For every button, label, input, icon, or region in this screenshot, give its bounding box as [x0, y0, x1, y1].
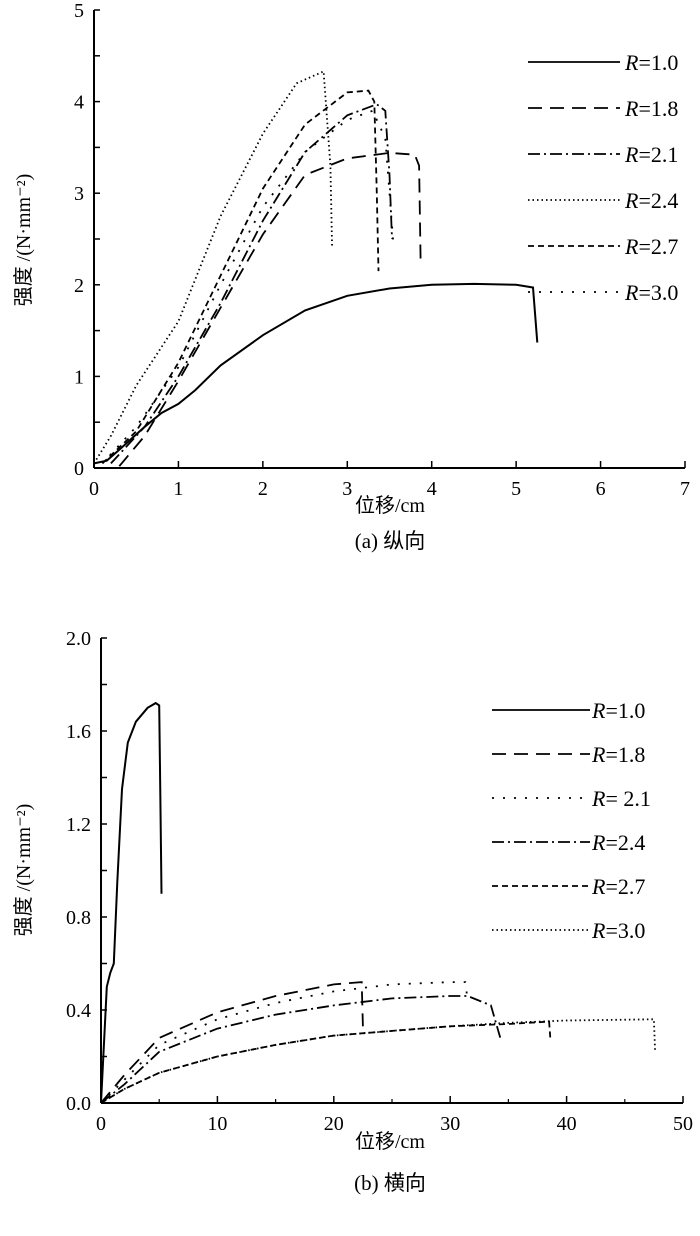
- x-tick-label: 50: [673, 1113, 693, 1135]
- series-line-R18: [100, 981, 364, 1104]
- series-line-R10: [100, 701, 163, 1104]
- legend-label: R=3.0: [591, 918, 645, 943]
- legend-label: R= 2.1: [591, 786, 651, 811]
- y-tick-label: 2: [74, 275, 84, 297]
- legend-label: R=2.1: [624, 142, 678, 167]
- legend-label: R=1.0: [591, 698, 645, 723]
- series-line-R24: [93, 70, 333, 464]
- y-tick-label: 1.2: [66, 814, 91, 836]
- series-line-R27: [101, 89, 380, 465]
- x-tick-label: 40: [557, 1113, 577, 1135]
- y-tick-label: 4: [74, 92, 84, 114]
- y-tick-label: 0.4: [66, 1000, 91, 1022]
- y-tick-label: 2.0: [66, 628, 91, 650]
- y-axis-label: 强度 /(N·mm⁻²): [12, 804, 35, 937]
- y-tick-label: 3: [74, 183, 84, 205]
- x-tick-label: 2: [258, 478, 268, 500]
- y-tick-label: 5: [74, 0, 84, 22]
- chart-caption: (a) 纵向: [355, 529, 426, 553]
- x-axis-label: 位移/cm: [355, 494, 425, 517]
- series-line-R21: [100, 981, 469, 1104]
- x-tick-label: 6: [596, 478, 606, 500]
- x-tick-label: 0: [96, 1113, 106, 1135]
- x-tick-label: 4: [427, 478, 437, 500]
- y-tick-label: 1.6: [66, 721, 91, 743]
- x-tick-label: 1: [173, 478, 183, 500]
- x-tick-label: 7: [680, 478, 690, 500]
- y-axis-label: 强度 /(N·mm⁻²): [12, 174, 35, 307]
- x-tick-label: 30: [440, 1113, 460, 1135]
- x-tick-label: 10: [207, 1113, 227, 1135]
- chart-b: 0 10 20 30 40 50 0.0 0.4 0.8 1.2 1.6 2.0 强度 /(N·mm⁻²…: [12, 628, 693, 1195]
- legend-label: R=3.0: [624, 280, 678, 305]
- x-tick-label: 0: [89, 478, 99, 500]
- legend-label: R=1.8: [591, 742, 645, 767]
- y-tick-label: 1: [74, 366, 84, 388]
- legend-label: R=2.7: [624, 234, 678, 259]
- x-tick-label: 20: [324, 1113, 344, 1135]
- y-tick-label: 0.0: [66, 1093, 91, 1115]
- series-line-R30: [100, 1018, 656, 1104]
- legend-label: R=1.8: [624, 96, 678, 121]
- legend-label: R=1.0: [624, 50, 678, 75]
- chart-caption: (b) 横向: [354, 1171, 426, 1195]
- series-line-R10: [93, 282, 539, 465]
- y-tick-label: 0.8: [66, 907, 91, 929]
- x-tick-label: 3: [342, 478, 352, 500]
- legend-label: R=2.4: [591, 830, 645, 855]
- x-axis-label: 位移/cm: [355, 1130, 425, 1153]
- legend-label: R=2.4: [624, 188, 678, 213]
- x-tick-label: 5: [511, 478, 521, 500]
- y-tick-label: 0: [74, 458, 84, 480]
- legend-label: R=2.7: [591, 874, 645, 899]
- series-line-R24: [100, 995, 502, 1104]
- chart-a: 0 1 2 3 4 5 6 7 0 1 2 3 4 5 强度 /(N·mm⁻²) 位移/cm (a) 纵向 R=1…: [12, 0, 690, 553]
- series-line-R21: [110, 103, 393, 465]
- series-line-R18: [118, 151, 422, 467]
